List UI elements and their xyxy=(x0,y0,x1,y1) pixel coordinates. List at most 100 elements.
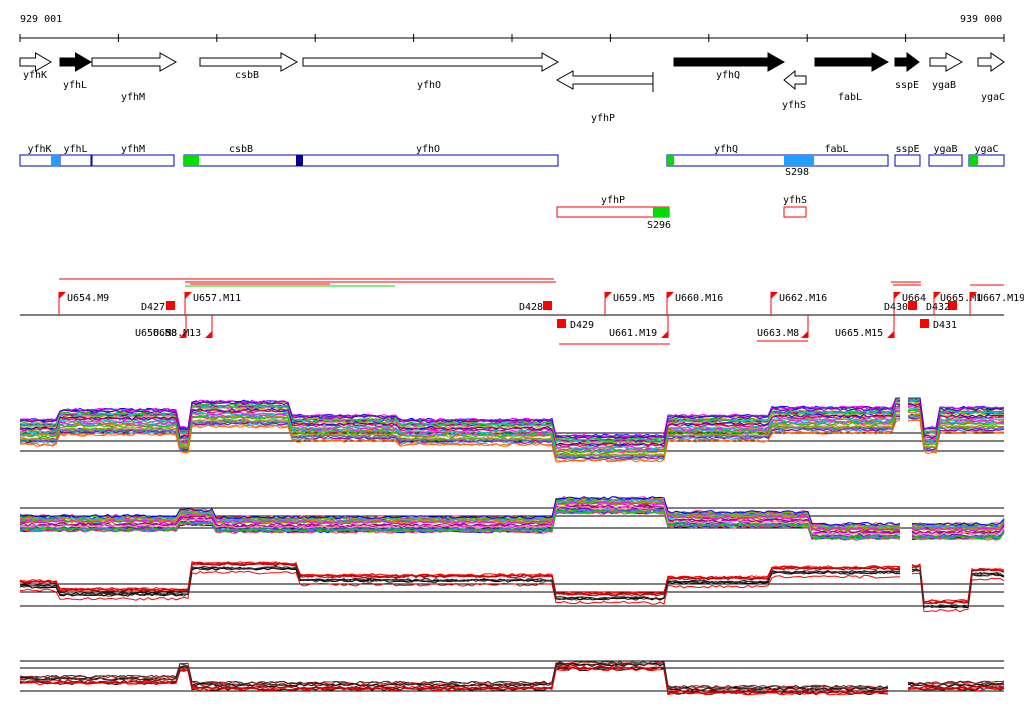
dot-label-d430: D430 xyxy=(884,302,908,313)
site-block xyxy=(667,155,674,166)
segment-flag xyxy=(887,331,894,338)
expression-panel-1 xyxy=(19,397,1005,463)
protein-box-yfhp xyxy=(556,206,670,218)
gene-arrow-sspe xyxy=(894,52,920,72)
segment-flag xyxy=(970,292,977,299)
segment-label-u663-m8: U663.M8 xyxy=(757,328,799,339)
expression-trace xyxy=(19,566,1005,608)
site-block xyxy=(51,155,60,166)
expression-trace xyxy=(19,413,1005,457)
gene-label-yfhq: yfhQ xyxy=(716,70,740,81)
protein-track-bottom: yfhP yfhS xyxy=(556,195,807,218)
expression-trace xyxy=(19,397,1005,440)
segment-flag xyxy=(894,292,901,299)
site-block xyxy=(969,155,978,166)
site-label-s298: S298 xyxy=(785,167,809,178)
expression-trace xyxy=(19,570,1005,613)
dot-label-d429: D429 xyxy=(570,320,594,331)
segment-flag xyxy=(205,331,212,338)
expression-trace xyxy=(19,504,1005,535)
gene-arrow-yfhs xyxy=(783,69,807,91)
segment-flag xyxy=(185,292,192,299)
segment-flag xyxy=(771,292,778,299)
segment-flag xyxy=(605,292,612,299)
expression-panel-3 xyxy=(19,561,1005,613)
site-label-s296: S296 xyxy=(647,220,671,231)
segment-flag xyxy=(179,331,186,338)
segment-label-u667-m19: U667.M19 xyxy=(977,293,1024,304)
protein-label-yfhl: yfhL xyxy=(64,144,88,155)
protein-box-yfhq xyxy=(666,154,786,167)
protein-box-csbb xyxy=(183,154,299,167)
expression-trace xyxy=(19,666,1005,695)
segment-flag xyxy=(934,292,941,299)
gene-arrow-ygac xyxy=(977,52,1005,72)
protein-label-sspe: sspE xyxy=(896,144,920,155)
gene-arrow-yfho xyxy=(302,52,560,72)
segment-label-u660-m16: U660.M16 xyxy=(675,293,723,304)
segment-label-u665-m1: U665.M1 xyxy=(940,293,982,304)
site-block xyxy=(184,155,199,166)
dot-label-d427: D427 xyxy=(141,302,165,313)
gene-arrow-yfhl xyxy=(59,52,92,72)
protein-label-fabl: fabL xyxy=(825,144,849,155)
segment-track: U654.M9 U657.M11 U659.M5 U660.M16 U662.M16 U6… xyxy=(20,278,1024,345)
protein-box-ygab xyxy=(928,154,963,167)
expression-trace xyxy=(19,505,1005,536)
dot-label-d431: D431 xyxy=(933,320,957,331)
gene-label-yfhp: yfhP xyxy=(591,113,615,124)
segment-label-u656-m8: U656.M8 xyxy=(135,328,177,339)
protein-box-sspe xyxy=(894,154,921,167)
gene-arrow-yfhp xyxy=(555,70,654,90)
dot-marker xyxy=(543,301,552,310)
protein-label-yfhk: yfhK xyxy=(28,144,52,155)
protein-label-yfhm: yfhM xyxy=(121,144,145,155)
expression-trace xyxy=(19,561,1005,603)
site-block xyxy=(784,155,814,166)
protein-label-yfho: yfhO xyxy=(416,144,440,155)
protein-label-ygab: ygaB xyxy=(934,144,958,155)
gene-arrow-ygab xyxy=(929,52,964,72)
dot-marker xyxy=(920,319,929,328)
expression-panel-2 xyxy=(19,496,1005,541)
dot-marker xyxy=(908,301,917,310)
gene-arrow-yfhk xyxy=(19,52,52,72)
expression-trace xyxy=(19,496,1005,526)
segment-label-u664: U664 xyxy=(902,293,926,304)
segment-flag xyxy=(59,292,66,299)
gene-arrow-fabl xyxy=(814,52,890,72)
protein-box-yfhl xyxy=(59,154,92,167)
segment-label-u665-m15: U665.M15 xyxy=(835,328,883,339)
gene-label-yfhm: yfhM xyxy=(121,92,145,103)
gene-label-yfhl: yfhL xyxy=(63,80,87,91)
segment-label-u658-m13: U658.M13 xyxy=(153,328,201,339)
site-block xyxy=(296,155,303,166)
segment-label-u661-m19: U661.M19 xyxy=(609,328,657,339)
gene-label-yfho: yfhO xyxy=(417,80,441,91)
expression-trace xyxy=(19,562,1005,604)
protein-label-yfhs: yfhS xyxy=(783,195,807,206)
protein-box-yfhs xyxy=(783,206,807,218)
coordinate-ruler: 929 001 939 000 xyxy=(19,14,1005,42)
segment-label-u659-m5: U659.M5 xyxy=(613,293,655,304)
segment-label-u657-m11: U657.M11 xyxy=(193,293,241,304)
segment-label-u662-m16: U662.M16 xyxy=(779,293,827,304)
protein-label-yfhp: yfhP xyxy=(601,195,625,206)
dot-marker xyxy=(557,319,566,328)
gene-label-ygab: ygaB xyxy=(932,80,956,91)
gene-arrow-yfhm xyxy=(91,52,178,72)
segment-flag xyxy=(667,292,674,299)
gene-label-yfhs: yfhS xyxy=(782,100,806,111)
gene-label-sspe: sspE xyxy=(895,80,919,91)
expression-trace xyxy=(19,662,1005,691)
gene-label-csbb: csbB xyxy=(235,70,259,81)
segment-flag xyxy=(801,331,808,338)
dot-label-d432: D432 xyxy=(926,302,950,313)
protein-box-yfho xyxy=(297,154,559,167)
end-coordinate: 939 000 xyxy=(960,14,1002,25)
start-coordinate: 929 001 xyxy=(20,14,62,25)
protein-label-yfhq: yfhQ xyxy=(714,144,738,155)
protein-box-yfhm xyxy=(91,154,175,167)
segment-label-u654-m9: U654.M9 xyxy=(67,293,109,304)
